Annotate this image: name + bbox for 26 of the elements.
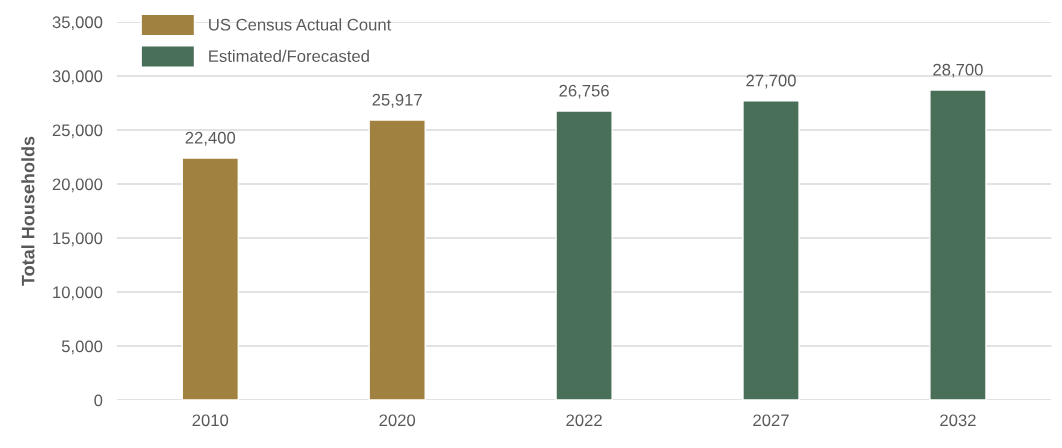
data-label: 22,400 <box>185 131 236 146</box>
data-label: 25,917 <box>372 93 422 108</box>
legend-label: Estimated/Forecasted <box>209 49 369 63</box>
data-label: 26,756 <box>559 84 609 99</box>
data-label: 27,700 <box>746 74 796 89</box>
x-tick-label: 2010 <box>192 414 229 427</box>
data-label: 28,700 <box>933 63 983 78</box>
y-tick-label: 0 <box>94 394 103 407</box>
x-tick-label: 2027 <box>753 414 789 427</box>
y-axis-title: Total Households <box>21 136 35 286</box>
x-tick-label: 2022 <box>566 414 602 427</box>
bar <box>181 157 240 401</box>
bar <box>555 110 613 401</box>
y-tick-label: 25,000 <box>52 124 103 139</box>
x-tick-label: 2020 <box>379 414 416 427</box>
legend-label: US Census Actual Count <box>209 18 392 31</box>
bar <box>742 100 800 401</box>
y-tick-label: 20,000 <box>52 178 103 193</box>
y-tick-label: 15,000 <box>53 232 103 247</box>
y-tick-label: 10,000 <box>53 286 103 301</box>
bar <box>368 119 426 401</box>
bar <box>929 89 987 401</box>
y-tick-label: 35,000 <box>52 16 103 31</box>
y-tick-label: 5,000 <box>61 340 103 355</box>
y-tick-label: 30,000 <box>52 70 103 85</box>
x-tick-label: 2032 <box>940 414 976 427</box>
